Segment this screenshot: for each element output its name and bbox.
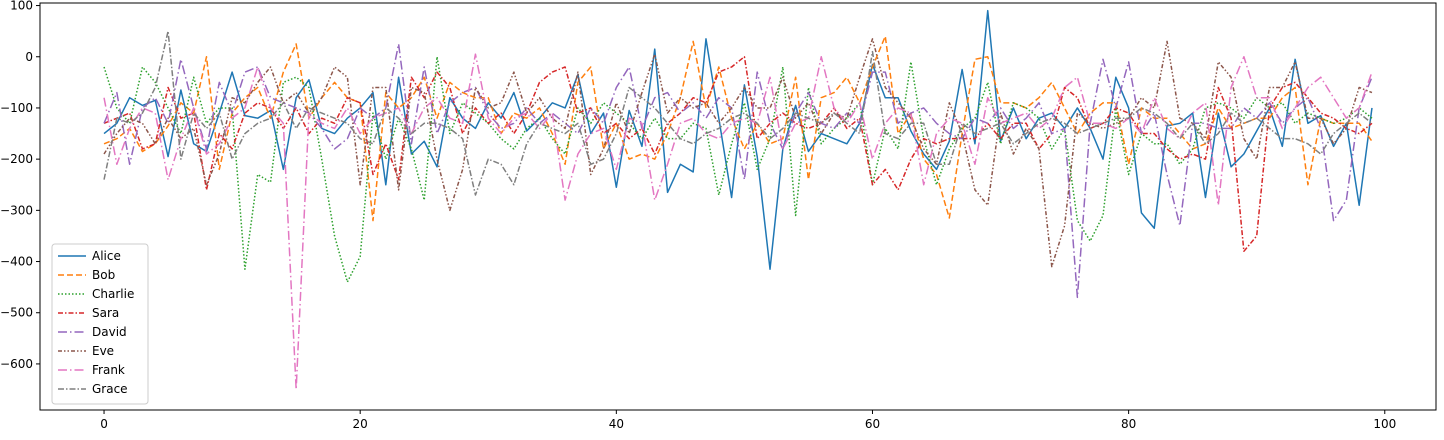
y-axis: 100 0 −100 −200 −300 −400 −500 −600 [0, 0, 40, 371]
x-tick-label: 40 [609, 417, 624, 431]
x-tick-label: 20 [353, 417, 368, 431]
y-tick-label: −400 [0, 255, 33, 269]
legend-label-eve: Eve [92, 344, 114, 358]
y-tick-label: 0 [25, 50, 33, 64]
x-tick-label: 80 [1121, 417, 1136, 431]
y-tick-label: −600 [0, 357, 33, 371]
x-tick-label: 0 [100, 417, 108, 431]
series-line-bob [103, 35, 1373, 222]
legend-label-sara: Sara [92, 306, 119, 320]
y-tick-label: −200 [0, 152, 33, 166]
x-tick-label: 60 [865, 417, 880, 431]
y-tick-label: −100 [0, 101, 33, 115]
legend: Alice Bob Charlie Sara David Eve Frank Grace [51, 243, 149, 405]
series-line-david [103, 43, 1373, 299]
y-tick-label: 100 [10, 0, 33, 13]
legend-label-charlie: Charlie [92, 287, 134, 301]
series-line-frank [103, 53, 1373, 391]
legend-label-bob: Bob [92, 268, 115, 282]
legend-label-frank: Frank [92, 363, 125, 377]
x-axis: 0 20 40 60 80 100 [100, 410, 1396, 431]
plot-frame [39, 2, 1437, 411]
y-tick-label: −500 [0, 306, 33, 320]
series-layer [103, 9, 1373, 391]
series-line-eve [103, 38, 1373, 268]
legend-box [51, 243, 149, 405]
y-tick-label: −300 [0, 203, 33, 217]
series-line-sara [103, 56, 1373, 253]
series-line-grace [103, 30, 1373, 196]
legend-label-david: David [92, 325, 127, 339]
legend-label-grace: Grace [92, 382, 128, 396]
x-tick-label: 100 [1373, 417, 1396, 431]
legend-label-alice: Alice [92, 249, 121, 263]
